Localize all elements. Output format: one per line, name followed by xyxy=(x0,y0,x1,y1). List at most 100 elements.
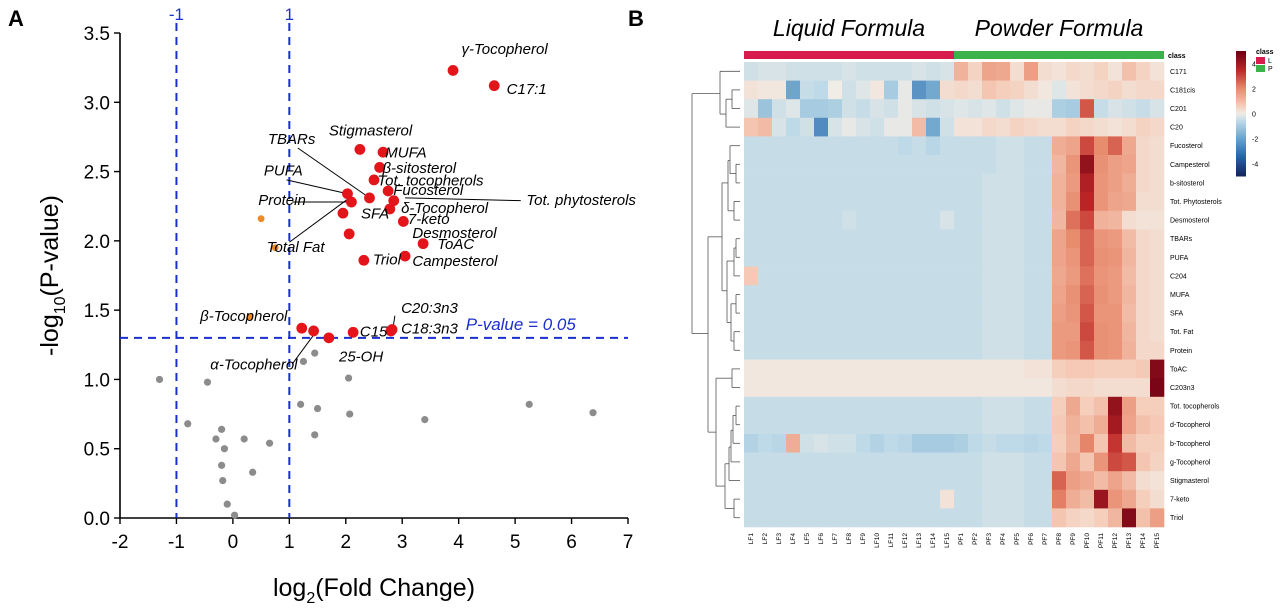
legend-gradient-step xyxy=(1236,55,1246,58)
heatmap-cell xyxy=(1052,173,1067,193)
heatmap-cell xyxy=(982,266,997,286)
heatmap-cell xyxy=(1150,303,1165,323)
heatmap-cell xyxy=(870,303,885,323)
heatmap-cell xyxy=(968,471,983,491)
heatmap-cell xyxy=(982,192,997,212)
heatmap-cell xyxy=(1094,415,1109,435)
heatmap-cell xyxy=(884,62,899,81)
heatmap-cell xyxy=(772,117,787,137)
heatmap-cell xyxy=(912,229,927,249)
heatmap-cell xyxy=(800,248,815,267)
heatmap-cell xyxy=(1080,471,1095,491)
heatmap-cell xyxy=(1052,266,1067,286)
heatmap-column-label: PF2 xyxy=(972,533,979,545)
heatmap-cell xyxy=(940,62,955,81)
heatmap-cell xyxy=(744,359,759,379)
heatmap-legend: class LP 4 2 0 -2 -4 xyxy=(1236,49,1274,177)
heatmap-cell xyxy=(968,285,983,305)
heatmap-cell xyxy=(982,136,997,156)
heatmap-cell xyxy=(1094,322,1109,342)
heatmap-cell xyxy=(1080,396,1095,416)
heatmap-column-label: PF11 xyxy=(1098,533,1105,548)
heatmap-cell xyxy=(842,303,857,323)
heatmap-cell xyxy=(954,173,969,193)
heatmap-cell xyxy=(1136,99,1151,119)
heatmap-cell xyxy=(1066,434,1081,453)
heatmap-cell xyxy=(1136,173,1151,193)
heatmap-cell xyxy=(1108,341,1123,360)
heatmap-cell xyxy=(1024,136,1039,156)
heatmap-cell xyxy=(842,210,857,230)
heatmap-cell xyxy=(926,99,941,119)
heatmap-cell xyxy=(1122,322,1137,342)
nonsignificant-point xyxy=(421,416,429,424)
point-label: Tot. phytosterols xyxy=(526,192,636,209)
heatmap-cell xyxy=(772,192,787,212)
heatmap-cell xyxy=(940,471,955,491)
heatmap-cell xyxy=(772,99,787,119)
x-axis-title-main: log xyxy=(273,574,306,602)
heatmap-cell xyxy=(1122,396,1137,416)
heatmap-cell xyxy=(1038,117,1053,137)
heatmap-cell xyxy=(856,378,871,398)
nonsignificant-point xyxy=(313,404,322,413)
heatmap-cell xyxy=(786,359,801,379)
legend-gradient-step xyxy=(1236,101,1246,104)
heatmap-cell xyxy=(898,229,913,249)
heatmap-column-label: PF5 xyxy=(1014,533,1021,545)
heatmap-cell xyxy=(772,322,787,342)
heatmap-cell xyxy=(1010,229,1025,249)
heatmap-cell xyxy=(842,266,857,286)
heatmap-cell xyxy=(898,62,913,81)
heatmap-cell xyxy=(996,62,1011,81)
heatmap-cell xyxy=(758,378,773,398)
significant-point xyxy=(417,238,429,250)
heatmap-cell xyxy=(772,434,787,453)
heatmap-column-label: PF14 xyxy=(1140,533,1147,549)
y-tick-label: 2.0 xyxy=(84,232,110,253)
heatmap-cell xyxy=(940,303,955,323)
heatmap-cell xyxy=(898,99,913,119)
legend-gradient-step xyxy=(1236,161,1246,164)
heatmap-cell xyxy=(954,508,969,528)
heatmap-cell xyxy=(800,136,815,156)
heatmap-cell xyxy=(856,192,871,212)
heatmap-cell xyxy=(828,248,843,267)
heatmap-cell xyxy=(842,434,857,453)
heatmap-cell xyxy=(898,210,913,230)
heatmap-cell xyxy=(1136,136,1151,156)
heatmap-cell xyxy=(884,508,899,528)
heatmap-cell xyxy=(912,136,927,156)
heatmap-cell xyxy=(1122,248,1137,267)
nonsignificant-point xyxy=(346,410,354,418)
heatmap-cell xyxy=(1066,210,1081,230)
heatmap-cell xyxy=(1038,359,1053,379)
heatmap-cell xyxy=(968,229,983,249)
heatmap-cell xyxy=(884,80,899,100)
heatmap-cell xyxy=(1038,415,1053,435)
heatmap-column-label: PF9 xyxy=(1070,533,1077,545)
x-tick-label: 7 xyxy=(623,532,634,553)
heatmap-cell xyxy=(912,415,927,435)
heatmap-cell xyxy=(1136,322,1151,342)
heatmap-cell xyxy=(1038,155,1053,174)
heatmap-cell xyxy=(800,378,815,398)
heatmap-cell xyxy=(1052,192,1067,212)
nonsignificant-point xyxy=(218,461,226,469)
heatmap-cell xyxy=(800,173,815,193)
heatmap-cell xyxy=(800,117,815,137)
heatmap-cell xyxy=(1024,489,1039,509)
heatmap-cell xyxy=(800,210,815,230)
heatmap-cell xyxy=(1066,192,1081,212)
legend-gradient-step xyxy=(1236,59,1246,62)
significant-point xyxy=(323,332,335,344)
heatmap-row-label: Campesterol xyxy=(1170,162,1210,169)
heatmap-cell xyxy=(814,62,829,81)
heatmap-cell xyxy=(1052,80,1067,100)
heatmap-cell xyxy=(1080,303,1095,323)
heatmap-cell xyxy=(1038,266,1053,286)
heatmap-cell xyxy=(758,210,773,230)
heatmap-cell xyxy=(772,210,787,230)
heatmap-cell xyxy=(758,99,773,119)
heatmap-cell xyxy=(968,378,983,398)
